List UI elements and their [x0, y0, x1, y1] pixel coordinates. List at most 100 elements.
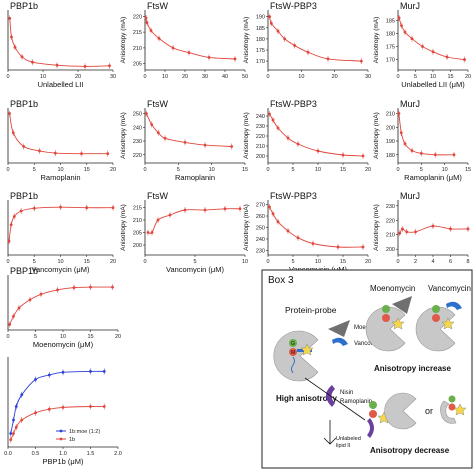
y-tick-label: 210 [386, 112, 395, 118]
x-tick-label: 5 [193, 259, 196, 265]
x-tick-label: 15 [465, 167, 471, 173]
chart-p14: 0.0 0.5 1.0 1.5 2.0 PBP1b (μM) 1b:moe (1:2) 1b [4, 357, 122, 466]
y-tick-label: 170 [256, 59, 265, 65]
g-sugar [289, 339, 297, 347]
data-point [286, 229, 290, 233]
data-point [34, 378, 37, 381]
moenomycin-triangle-icon [328, 320, 350, 337]
free-m-sugar [369, 410, 377, 418]
data-point [146, 231, 150, 234]
y-tick-label: 200 [256, 154, 265, 160]
data-point [11, 131, 15, 135]
data-point [421, 45, 424, 48]
data-point [47, 373, 51, 377]
data-point [13, 45, 17, 49]
y-axis-label: Anisotropy (mA) [120, 17, 127, 64]
axis-frame [397, 10, 468, 71]
data-point [61, 406, 65, 409]
y-axis-label: Anisotropy (mA) [243, 17, 250, 64]
data-point [59, 205, 62, 209]
x-tick-label: 0 [143, 259, 146, 265]
data-point [150, 231, 154, 234]
x-tick-label: 1.0 [59, 451, 67, 457]
x-tick-label: 0 [396, 167, 399, 173]
data-point [271, 212, 275, 216]
x-tick-label: 10 [162, 74, 168, 80]
y-tick-label: 220 [133, 153, 142, 159]
x-tick-label: 40 [222, 74, 228, 80]
series-curve [145, 113, 232, 147]
x-tick-label: 5 [420, 167, 423, 173]
data-point [449, 227, 452, 231]
y-tick-label: 200 [386, 247, 395, 253]
data-point [156, 218, 160, 222]
series-curve [398, 17, 465, 61]
alt-m-sugar [448, 403, 456, 411]
y-tick-label: 220 [133, 14, 142, 20]
y-axis-label: Anisotropy (mA) [373, 204, 380, 251]
data-point [203, 208, 207, 212]
x-tick-label: 30 [202, 74, 208, 80]
axis-frame [7, 275, 118, 331]
data-point [102, 405, 106, 408]
y-tick-label: 210 [133, 46, 142, 52]
legend-marker [59, 429, 63, 433]
x-tick-label: 10 [315, 259, 321, 265]
y-tick-label: 230 [133, 139, 142, 145]
chart-title: FtsW-PBP3 [270, 1, 317, 11]
x-tick-label: 30 [365, 74, 371, 80]
high-anisotropy-label: High anisotropy [276, 394, 337, 403]
y-axis-label: Anisotropy (mA) [243, 204, 250, 251]
data-point [452, 153, 456, 157]
decrease-arrow [304, 377, 366, 421]
data-point [271, 118, 275, 122]
chart-title: PBP1b [10, 191, 38, 201]
x-axis-label: Vancomycin (μM) [32, 265, 90, 274]
x-tick-label: 20 [365, 259, 371, 265]
data-point [311, 242, 315, 245]
data-point [8, 17, 12, 20]
data-point [361, 154, 365, 158]
data-point [20, 55, 24, 59]
data-point [168, 213, 172, 217]
chart-title: FtsW [147, 99, 168, 109]
data-point [39, 292, 43, 296]
lipid-ii-label: lipid II [336, 443, 351, 449]
nisin-label: Nisin [340, 390, 353, 396]
data-point [31, 60, 34, 64]
x-tick-label: 0 [266, 167, 269, 173]
x-tick-label: 0.0 [4, 451, 12, 457]
axis-frame [7, 10, 113, 71]
x-tick-label: 0 [6, 334, 9, 340]
data-point [89, 285, 92, 289]
vanco-protein [415, 306, 456, 352]
y-axis-label: Anisotropy (mA) [120, 112, 127, 159]
y-tick-label: 230 [256, 248, 265, 254]
data-point [144, 16, 148, 20]
data-point [397, 16, 401, 20]
vanco-bound-clamp-icon [446, 301, 462, 310]
data-point [20, 418, 24, 422]
box3-panel: Box 3 Protein-probe G M High anisotropy … [261, 269, 473, 469]
data-point [283, 37, 287, 41]
data-point [171, 46, 175, 50]
data-point [80, 152, 83, 156]
data-point [111, 285, 114, 289]
y-tick-label: 180 [386, 31, 395, 37]
vanco-star-icon [441, 317, 455, 330]
data-point [445, 55, 449, 59]
data-point [403, 142, 407, 146]
chart-p12: MurJ 0 2 4 6 8 200 210 220 230 Anisotropy (mA) [373, 191, 470, 265]
x-tick-label: 30 [110, 74, 116, 80]
legend-label: 1b [69, 437, 75, 443]
box3-title: Box 3 [268, 275, 294, 286]
y-tick-label: 220 [256, 134, 265, 140]
lipid-tail [291, 356, 295, 374]
x-tick-label: 5 [291, 259, 294, 265]
data-point [56, 288, 59, 292]
x-tick-label: 0 [266, 74, 269, 80]
x-tick-label: 5 [34, 334, 37, 340]
